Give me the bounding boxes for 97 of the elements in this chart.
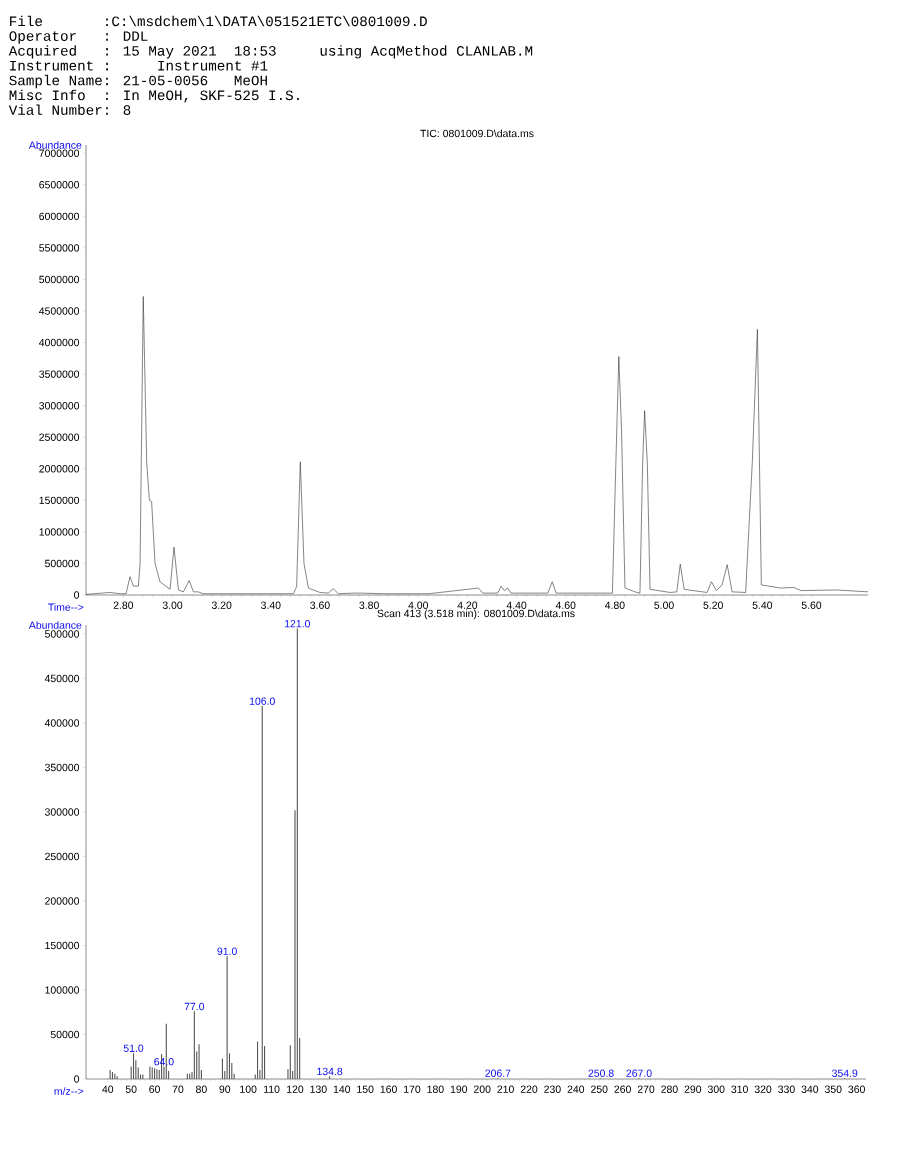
chart-title: TIC: 0801009.D\data.ms [420,129,534,138]
x-axis-title: m/z--> [54,1087,84,1095]
x-tick-label: 160 [380,1085,397,1093]
x-tick-label: 2.80 [113,601,134,609]
x-tick-label: 3.60 [310,601,330,609]
x-tick-label: 4.40 [506,601,527,609]
x-tick-label: 340 [801,1085,819,1093]
y-tick-label: 500000 [44,630,80,638]
x-tick-label: 50 [125,1085,137,1093]
x-tick-label: 290 [684,1085,702,1093]
x-tick-label: 100 [240,1085,257,1093]
x-tick-label: 5.40 [752,601,773,609]
text: Acquired : 15 May 2021 18:53 using AcqMethod CLANLAB.M [8,45,533,59]
y-tick-label: 7000000 [39,149,80,157]
text: Operator : DDL [9,31,148,44]
x-tick-label: 120 [287,1085,304,1093]
text: File :C:\msdchem\1\DATA\051521ETC\0801009.D [10,15,427,27]
y-tick-label: 250000 [45,852,80,861]
y-tick-label: 0 [74,1075,80,1083]
x-tick-label: 310 [731,1085,748,1093]
text: Misc Info : In MeOH, SKF-525 I.S. [9,89,299,103]
x-tick-label: 150 [357,1085,374,1093]
y-tick-label: 5500000 [39,244,80,252]
y-tick-label: 1500000 [39,496,80,505]
y-tick-label: 0 [74,591,80,599]
x-axis-title: Time--> [48,603,84,611]
y-axis-title: Abundance [28,141,82,149]
x-tick-label: 80 [196,1085,207,1093]
text: Instrument : Instrument #1 [10,60,268,71]
annotation: 267.0 [626,1069,652,1077]
y-tick-label: 4000000 [38,338,80,347]
annotation: 250.8 [588,1069,614,1077]
x-tick-label: 4.80 [604,601,625,609]
x-tick-label: 140 [333,1085,351,1093]
annotation: 106.0 [249,697,275,705]
x-tick-label: 350 [824,1085,842,1093]
x-tick-label: 3.80 [359,601,379,609]
x-tick-label: 360 [848,1085,865,1093]
x-tick-label: 4.20 [457,601,478,609]
x-tick-label: 110 [264,1085,280,1093]
y-tick-label: 6500000 [39,181,80,189]
x-tick-label: 190 [450,1085,468,1093]
y-tick-label: 50000 [50,1030,80,1039]
x-tick-label: 230 [544,1085,561,1093]
x-tick-label: 260 [614,1085,631,1093]
x-tick-label: 70 [172,1085,184,1093]
x-tick-label: 4.60 [555,601,576,609]
y-tick-label: 1000000 [39,528,80,536]
y-tick-label: 350000 [44,763,80,772]
x-tick-label: 3.00 [162,601,183,609]
annotation: 51.0 [123,1044,144,1053]
annotation: 77.0 [184,1002,205,1011]
x-tick-label: 130 [310,1085,327,1093]
x-tick-label: 60 [149,1085,160,1093]
x-tick-label: 180 [427,1085,444,1093]
annotation: 134.8 [317,1067,343,1076]
x-tick-label: 210 [497,1085,514,1093]
x-tick-label: 330 [778,1085,795,1093]
annotation: 91.0 [217,947,237,955]
y-tick-label: 2000000 [39,465,80,473]
y-tick-label: 200000 [45,897,80,905]
y-tick-label: 2500000 [39,433,80,441]
text: Sample Name: 21-05-0056 MeOH [9,74,267,89]
x-tick-label: 200 [474,1085,491,1093]
x-tick-label: 250 [591,1085,608,1093]
chart-title: Scan 413 (3.518 min): 0801009.D\data.ms [377,609,575,620]
text: Vial Number: 8 [8,104,131,115]
x-tick-label: 280 [661,1085,678,1093]
x-tick-label: 40 [102,1085,114,1093]
y-tick-label: 450000 [44,674,80,683]
y-axis-title: Abundance [28,621,82,629]
annotation: 121.0 [285,619,310,628]
y-tick-label: 300000 [44,808,80,816]
x-tick-label: 220 [520,1085,538,1093]
y-tick-label: 500000 [44,559,80,568]
x-tick-label: 5.60 [801,601,822,609]
y-tick-label: 4500000 [38,307,80,315]
x-tick-label: 170 [404,1085,421,1093]
y-tick-label: 3000000 [39,401,80,410]
x-tick-label: 300 [707,1085,725,1093]
y-tick-label: 100000 [45,986,80,994]
x-tick-label: 4.00 [408,601,429,609]
y-tick-label: 150000 [45,941,80,950]
y-tick-label: 5000000 [39,275,80,284]
annotation: 206.7 [485,1069,511,1077]
annotation: 354.9 [832,1069,858,1077]
x-tick-label: 5.20 [703,601,723,609]
x-tick-label: 3.40 [261,601,281,609]
x-tick-label: 240 [567,1085,585,1093]
x-tick-label: 320 [754,1085,772,1093]
x-tick-label: 3.20 [211,601,232,609]
y-tick-label: 400000 [44,719,80,727]
x-tick-label: 5.00 [654,601,674,609]
y-tick-label: 6000000 [39,212,80,221]
x-tick-label: 270 [637,1085,655,1093]
x-tick-label: 90 [219,1085,231,1093]
y-tick-label: 3500000 [39,370,80,378]
